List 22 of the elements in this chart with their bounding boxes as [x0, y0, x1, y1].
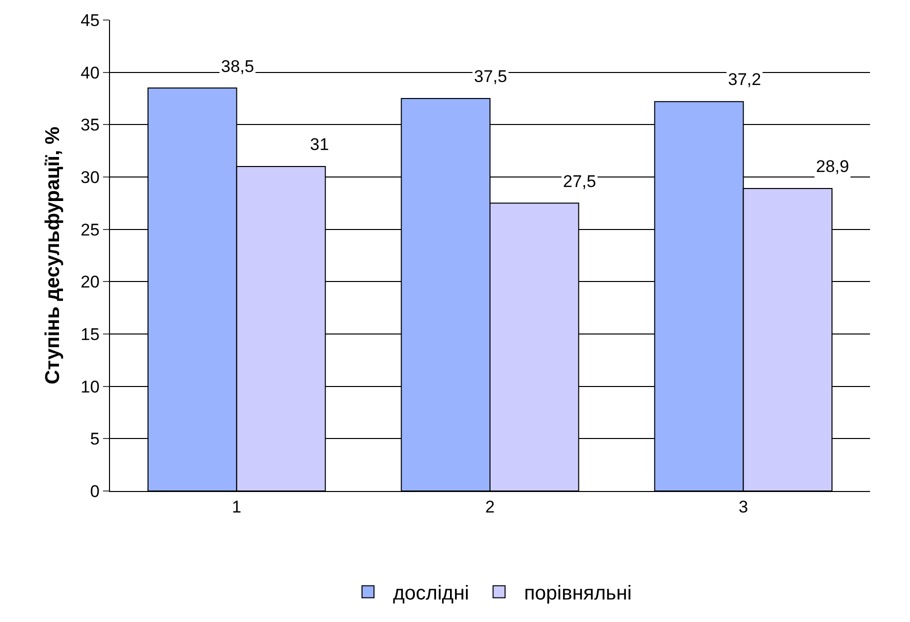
- data-label: 37,2: [728, 70, 762, 89]
- y-tick-label: 30: [80, 168, 100, 187]
- legend-label: дослідні: [393, 582, 470, 605]
- legend-label: порівняльні: [524, 582, 632, 605]
- data-label: 31: [310, 135, 329, 154]
- y-tick-label: 40: [80, 63, 100, 82]
- y-tick-label: 10: [80, 377, 100, 396]
- y-tick-label: 25: [80, 220, 100, 240]
- data-label: 38,5: [221, 57, 254, 76]
- x-tick-label: 3: [738, 497, 748, 516]
- data-label: 28,9: [816, 157, 850, 176]
- x-tick-label: 1: [232, 497, 242, 516]
- y-tick-label: 5: [90, 430, 100, 449]
- y-tick-label: 45: [80, 10, 100, 30]
- data-label: 27,5: [563, 172, 596, 191]
- y-tick-label: 35: [80, 116, 100, 135]
- x-tick-label: 2: [485, 497, 495, 516]
- y-tick-label: 20: [80, 272, 100, 292]
- y-tick-label: 15: [80, 324, 100, 344]
- y-tick-label: 0: [90, 482, 100, 501]
- y-axis-title: Ступінь десульфурації, %: [42, 126, 64, 384]
- data-label: 37,5: [474, 67, 508, 86]
